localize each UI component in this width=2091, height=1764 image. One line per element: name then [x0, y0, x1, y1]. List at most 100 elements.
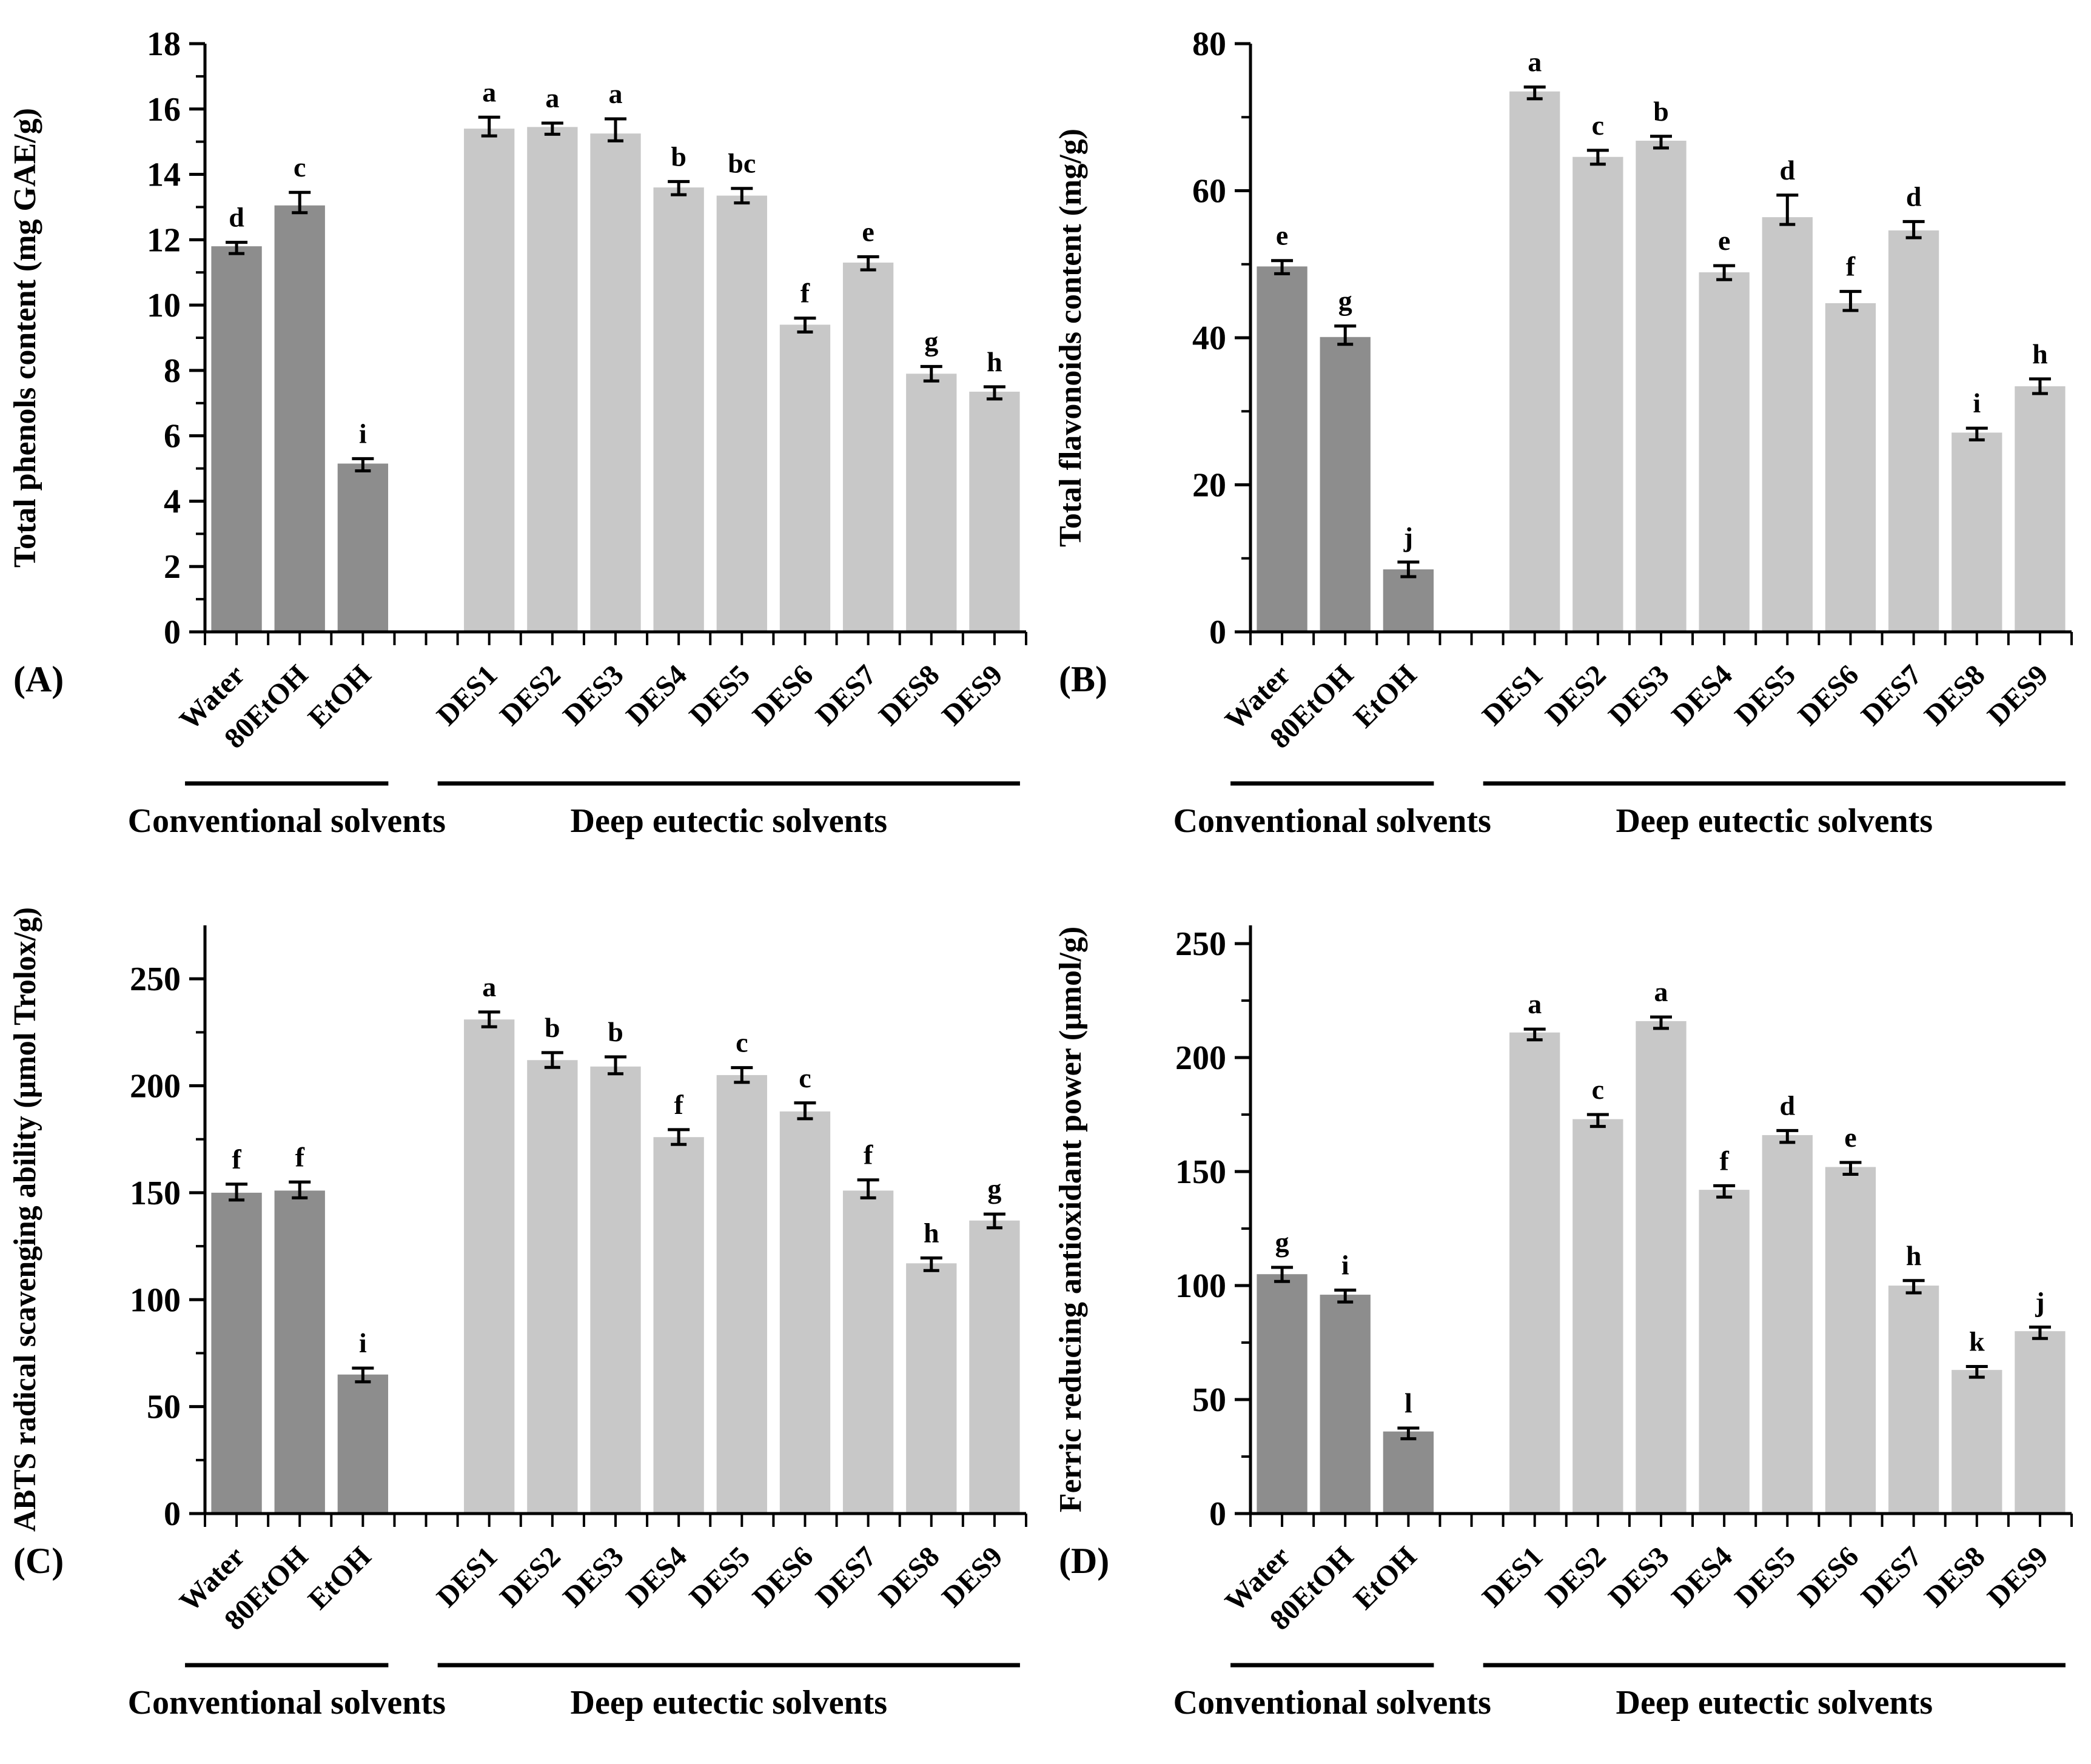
significance-letter: a — [609, 78, 623, 109]
x-category-label: DES5 — [683, 1540, 756, 1613]
error-bars-group — [226, 115, 1005, 472]
chart-panel-a: Total phenols content (mg GAE/g) Conventi… — [0, 0, 1046, 882]
significance-letters-group: f f i a b b f c c f h g — [232, 971, 1001, 1358]
x-category-label: EtOH — [1348, 659, 1423, 734]
bar — [1509, 91, 1560, 632]
error-bars-group — [1271, 86, 2051, 578]
axes-group — [189, 925, 1027, 1527]
x-category-label: DES1 — [431, 659, 503, 731]
bars-group — [211, 127, 1020, 632]
significance-letter: f — [800, 278, 810, 309]
bar — [1257, 266, 1307, 632]
significance-letter: h — [2032, 338, 2048, 369]
x-category-label: DES3 — [557, 1540, 629, 1613]
bar — [969, 1220, 1020, 1514]
bar — [464, 129, 515, 632]
significance-letter: a — [1528, 47, 1542, 78]
bar — [653, 187, 704, 632]
bar — [1636, 141, 1687, 632]
y-tick-label: 200 — [130, 1068, 181, 1105]
significance-letter: a — [1654, 976, 1668, 1007]
chart-panel-d: Ferric reducing antioxidant power (μmol/… — [1046, 882, 2091, 1763]
significance-letter: b — [671, 141, 686, 172]
x-category-label: DES9 — [936, 1540, 1009, 1613]
bar — [464, 1019, 515, 1514]
panel-label: (D) — [1059, 1541, 1109, 1581]
x-category-label: DES7 — [810, 1540, 882, 1613]
bar — [1509, 1032, 1560, 1514]
bar — [274, 205, 325, 632]
bars-group — [1257, 91, 2066, 632]
significance-letters-group: g i l a c a f d e h k j — [1275, 976, 2045, 1418]
significance-letter: c — [294, 152, 306, 183]
bar — [1383, 569, 1434, 632]
x-category-label: DES7 — [1855, 1540, 1928, 1613]
group-label: Conventional solvents — [1173, 1684, 1491, 1722]
bar — [2015, 386, 2066, 632]
y-tick-label: 0 — [1209, 1495, 1226, 1533]
bar — [779, 324, 831, 632]
group-label: Conventional solvents — [128, 1684, 446, 1722]
x-category-label: DES6 — [1792, 659, 1865, 731]
bars-group — [1257, 1021, 2066, 1514]
error-bars-group — [1271, 1015, 2051, 1441]
x-category-label: DES1 — [1476, 1540, 1549, 1613]
solvent-groups-group: Conventional solvents Deep eutectic solve… — [128, 1663, 1020, 1722]
significance-letter: h — [987, 346, 1002, 377]
significance-letter: f — [232, 1144, 241, 1175]
significance-letter: c — [1592, 110, 1604, 141]
y-tick-label: 6 — [164, 418, 181, 455]
significance-letters-group: d c i a a a b bc f e g h — [229, 76, 1002, 449]
bar — [1383, 1431, 1434, 1514]
solvent-groups-group: Conventional solvents Deep eutectic solve… — [128, 781, 1020, 840]
significance-letter: c — [1592, 1074, 1604, 1105]
significance-letter: d — [1906, 181, 1922, 212]
significance-letter: f — [864, 1139, 873, 1170]
y-axis-title: Total phenols content (mg GAE/g) — [8, 108, 42, 568]
significance-letter: l — [1405, 1387, 1412, 1418]
significance-letter: b — [608, 1016, 623, 1047]
y-tick-label: 250 — [1175, 925, 1226, 963]
bar — [2015, 1331, 2066, 1514]
x-category-label: DES2 — [494, 1540, 566, 1613]
y-axis-title: Ferric reducing antioxidant power (μmol/… — [1053, 927, 1088, 1512]
panel-label: (B) — [1059, 659, 1107, 699]
bar — [716, 1075, 767, 1514]
bar — [1257, 1274, 1307, 1514]
y-tick-label: 16 — [147, 91, 181, 129]
x-category-label: DES8 — [1918, 1540, 1991, 1613]
bar — [1572, 1119, 1623, 1514]
x-category-label: DES1 — [1476, 659, 1549, 731]
significance-letter: c — [799, 1062, 811, 1093]
solvent-groups-group: Conventional solvents Deep eutectic solve… — [1173, 1663, 2066, 1722]
bar — [1762, 217, 1813, 632]
y-tick-label: 14 — [147, 156, 181, 194]
y-tick-label: 8 — [164, 352, 181, 390]
x-category-label: DES4 — [1665, 659, 1738, 731]
x-category-label: DES6 — [747, 1540, 819, 1613]
panel-label: (A) — [13, 659, 64, 699]
bar — [1952, 432, 2002, 632]
bar — [842, 1190, 894, 1514]
significance-letter: j — [1403, 521, 1413, 552]
x-category-label: DES2 — [1539, 1540, 1612, 1613]
x-category-label: DES6 — [747, 659, 819, 731]
y-axis-title: Total flavonoids content (mg/g) — [1053, 129, 1088, 547]
significance-letters-group: e g j a c b e d f d i h — [1276, 47, 2048, 552]
axes-group — [1235, 42, 2073, 645]
y-tick-label: 60 — [1192, 173, 1226, 210]
significance-letter: f — [295, 1141, 305, 1172]
y-tick-label: 0 — [164, 1495, 181, 1533]
bar — [1320, 337, 1371, 632]
bar — [337, 463, 389, 632]
panel-label: (C) — [13, 1541, 64, 1581]
y-tick-label: 150 — [130, 1175, 181, 1212]
group-label: Deep eutectic solvents — [571, 1684, 888, 1722]
bar-chart-svg: Total phenols content (mg GAE/g) Conventi… — [8, 25, 1027, 840]
significance-letter: g — [1275, 1227, 1289, 1258]
significance-letter: e — [1718, 225, 1730, 256]
x-category-label: DES6 — [1792, 1540, 1865, 1613]
